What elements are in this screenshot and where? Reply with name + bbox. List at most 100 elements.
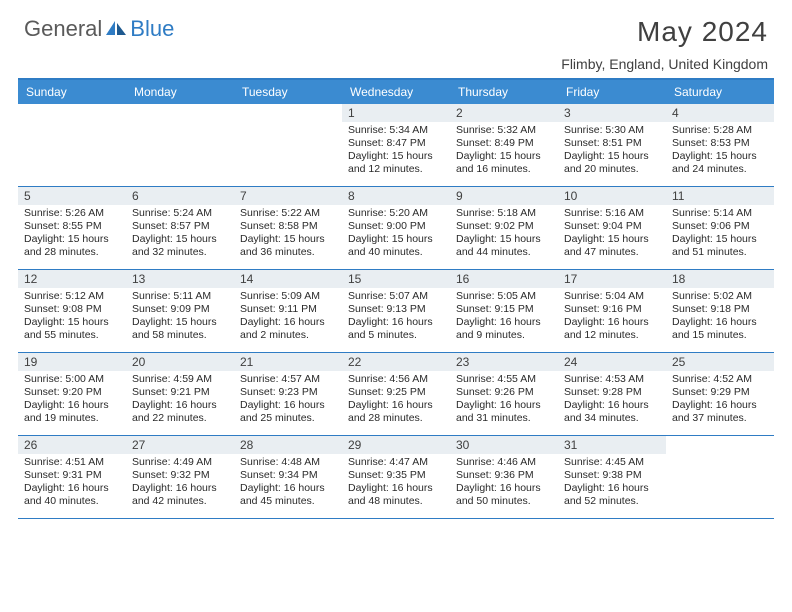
day-number: 9 — [450, 187, 558, 205]
calendar-header-row: SundayMondayTuesdayWednesdayThursdayFrid… — [18, 80, 774, 104]
month-title: May 2024 — [637, 16, 768, 48]
calendar-cell: 16 Sunrise: 5:05 AMSunset: 9:15 PMDayligh… — [450, 270, 558, 352]
sunset-text: Sunset: 9:11 PM — [240, 303, 336, 316]
daylight-text: Daylight: 16 hours and 28 minutes. — [348, 399, 444, 425]
daylight-text: Daylight: 15 hours and 36 minutes. — [240, 233, 336, 259]
sunset-text: Sunset: 8:58 PM — [240, 220, 336, 233]
calendar-cell: 29Sunrise: 4:47 AMSunset: 9:35 PMDayligh… — [342, 436, 450, 518]
calendar-week-row: 1Sunrise: 5:34 AMSunset: 8:47 PMDaylight… — [18, 104, 774, 187]
calendar-cell: 21Sunrise: 4:57 AMSunset: 9:23 PMDayligh… — [234, 353, 342, 435]
sunrise-text: Sunrise: 5:18 AM — [456, 207, 552, 220]
sunset-text: Sunset: 9:23 PM — [240, 386, 336, 399]
daylight-text: Daylight: 16 hours and 48 minutes. — [348, 482, 444, 508]
calendar-week-row: 19Sunrise: 5:00 AMSunset: 9:20 PMDayligh… — [18, 353, 774, 436]
sunset-text: Sunset: 9:04 PM — [564, 220, 660, 233]
calendar-cell-empty — [666, 436, 774, 518]
sunset-text: Sunset: 9:32 PM — [132, 469, 228, 482]
sunrise-text: Sunrise: 4:49 AM — [132, 456, 228, 469]
calendar-cell: 20Sunrise: 4:59 AMSunset: 9:21 PMDayligh… — [126, 353, 234, 435]
day-number: 27 — [126, 436, 234, 454]
day-number: 17 — [558, 270, 666, 288]
day-number: 19 — [18, 353, 126, 371]
daylight-text: Daylight: 16 hours and 5 minutes. — [348, 316, 444, 342]
daylight-text: Daylight: 15 hours and 32 minutes. — [132, 233, 228, 259]
sunrise-text: Sunrise: 4:48 AM — [240, 456, 336, 469]
daylight-text: Daylight: 15 hours and 55 minutes. — [24, 316, 120, 342]
calendar-cell: 24Sunrise: 4:53 AMSunset: 9:28 PMDayligh… — [558, 353, 666, 435]
day-number: 4 — [666, 104, 774, 122]
daylight-text: Daylight: 15 hours and 16 minutes. — [456, 150, 552, 176]
sunrise-text: Sunrise: 4:55 AM — [456, 373, 552, 386]
calendar-cell-empty — [126, 104, 234, 186]
sunset-text: Sunset: 9:06 PM — [672, 220, 768, 233]
logo-text-general: General — [24, 16, 102, 42]
calendar-cell: 6Sunrise: 5:24 AMSunset: 8:57 PMDaylight… — [126, 187, 234, 269]
daylight-text: Daylight: 16 hours and 2 minutes. — [240, 316, 336, 342]
weekday-header: Saturday — [666, 80, 774, 104]
day-number: 29 — [342, 436, 450, 454]
sunrise-text: Sunrise: 4:47 AM — [348, 456, 444, 469]
day-number: 24 — [558, 353, 666, 371]
daylight-text: Daylight: 15 hours and 44 minutes. — [456, 233, 552, 259]
sunset-text: Sunset: 9:13 PM — [348, 303, 444, 316]
calendar-cell-empty — [234, 104, 342, 186]
day-number: 21 — [234, 353, 342, 371]
sunset-text: Sunset: 8:55 PM — [24, 220, 120, 233]
calendar-cell: 2Sunrise: 5:32 AMSunset: 8:49 PMDaylight… — [450, 104, 558, 186]
daylight-text: Daylight: 16 hours and 42 minutes. — [132, 482, 228, 508]
calendar-cell: 14Sunrise: 5:09 AMSunset: 9:11 PMDayligh… — [234, 270, 342, 352]
calendar-cell: 31Sunrise: 4:45 AMSunset: 9:38 PMDayligh… — [558, 436, 666, 518]
day-number: 13 — [126, 270, 234, 288]
sunrise-text: Sunrise: 5:22 AM — [240, 207, 336, 220]
sunset-text: Sunset: 9:15 PM — [456, 303, 552, 316]
weekday-header: Friday — [558, 80, 666, 104]
day-number: 8 — [342, 187, 450, 205]
logo: General Blue — [24, 16, 174, 42]
location-text: Flimby, England, United Kingdom — [0, 56, 792, 78]
calendar-week-row: 12Sunrise: 5:12 AMSunset: 9:08 PMDayligh… — [18, 270, 774, 353]
daylight-text: Daylight: 16 hours and 50 minutes. — [456, 482, 552, 508]
calendar-cell-empty — [18, 104, 126, 186]
sunset-text: Sunset: 9:29 PM — [672, 386, 768, 399]
daylight-text: Daylight: 16 hours and 45 minutes. — [240, 482, 336, 508]
sunset-text: Sunset: 9:08 PM — [24, 303, 120, 316]
calendar-cell: 11Sunrise: 5:14 AMSunset: 9:06 PMDayligh… — [666, 187, 774, 269]
sunrise-text: Sunrise: 5:07 AM — [348, 290, 444, 303]
sunrise-text: Sunrise: 5:26 AM — [24, 207, 120, 220]
day-number: 26 — [18, 436, 126, 454]
calendar-cell: 13Sunrise: 5:11 AMSunset: 9:09 PMDayligh… — [126, 270, 234, 352]
calendar-cell: 15 Sunrise: 5:07 AMSunset: 9:13 PMDayligh… — [342, 270, 450, 352]
day-number: 16 — [450, 270, 558, 288]
daylight-text: Daylight: 16 hours and 37 minutes. — [672, 399, 768, 425]
daylight-text: Daylight: 16 hours and 9 minutes. — [456, 316, 552, 342]
daylight-text: Daylight: 16 hours and 31 minutes. — [456, 399, 552, 425]
day-number: 15 — [342, 270, 450, 288]
sunset-text: Sunset: 9:26 PM — [456, 386, 552, 399]
sunrise-text: Sunrise: 5:32 AM — [456, 124, 552, 137]
sunrise-text: Sunrise: 5:02 AM — [672, 290, 768, 303]
sunset-text: Sunset: 9:09 PM — [132, 303, 228, 316]
sunset-text: Sunset: 9:36 PM — [456, 469, 552, 482]
sunrise-text: Sunrise: 5:20 AM — [348, 207, 444, 220]
sunrise-text: Sunrise: 5:05 AM — [456, 290, 552, 303]
sunrise-text: Sunrise: 5:04 AM — [564, 290, 660, 303]
sunrise-text: Sunrise: 5:14 AM — [672, 207, 768, 220]
sunrise-text: Sunrise: 5:28 AM — [672, 124, 768, 137]
sunrise-text: Sunrise: 4:53 AM — [564, 373, 660, 386]
calendar: SundayMondayTuesdayWednesdayThursdayFrid… — [18, 78, 774, 519]
sunset-text: Sunset: 9:16 PM — [564, 303, 660, 316]
sunrise-text: Sunrise: 4:59 AM — [132, 373, 228, 386]
calendar-cell: 7Sunrise: 5:22 AMSunset: 8:58 PMDaylight… — [234, 187, 342, 269]
weekday-header: Sunday — [18, 80, 126, 104]
day-number: 14 — [234, 270, 342, 288]
daylight-text: Daylight: 16 hours and 12 minutes. — [564, 316, 660, 342]
sunrise-text: Sunrise: 4:57 AM — [240, 373, 336, 386]
calendar-week-row: 26Sunrise: 4:51 AMSunset: 9:31 PMDayligh… — [18, 436, 774, 519]
daylight-text: Daylight: 15 hours and 40 minutes. — [348, 233, 444, 259]
sunrise-text: Sunrise: 5:16 AM — [564, 207, 660, 220]
calendar-cell: 8Sunrise: 5:20 AMSunset: 9:00 PMDaylight… — [342, 187, 450, 269]
sunset-text: Sunset: 9:21 PM — [132, 386, 228, 399]
weekday-header: Thursday — [450, 80, 558, 104]
sunset-text: Sunset: 8:53 PM — [672, 137, 768, 150]
daylight-text: Daylight: 15 hours and 24 minutes. — [672, 150, 768, 176]
